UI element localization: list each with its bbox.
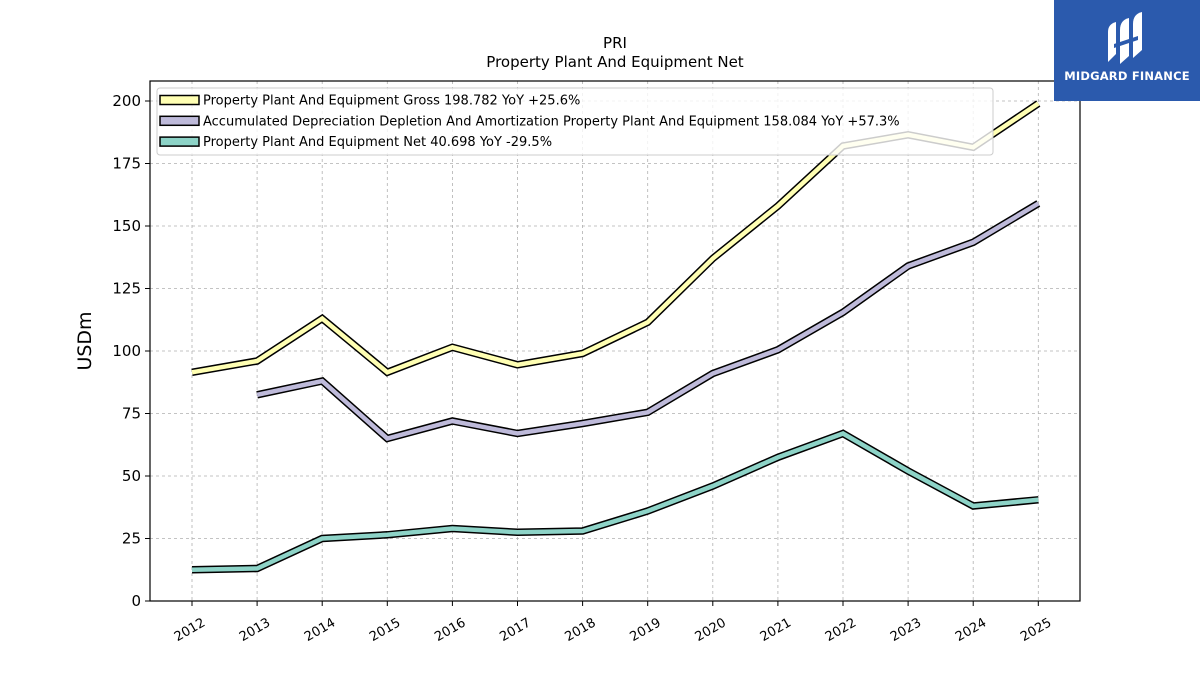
series-line — [256, 201, 1040, 441]
legend-box — [156, 87, 994, 156]
legend-swatch — [159, 136, 200, 147]
x-tick-label: 2025 — [1018, 615, 1054, 645]
legend-swatch — [159, 94, 200, 106]
x-tick-label: 2024 — [953, 615, 989, 645]
y-tick-label: 200 — [112, 92, 141, 110]
x-tick-label: 2020 — [693, 615, 729, 645]
x-tick-label: 2023 — [888, 615, 924, 645]
legend: Property Plant And Equipment Gross 198.7… — [156, 87, 994, 156]
legend-label: Accumulated Depreciation Depletion And A… — [203, 114, 900, 129]
series-line-outline — [191, 429, 1039, 574]
y-tick-label: 25 — [122, 530, 141, 548]
y-tick-label: 0 — [131, 592, 141, 610]
legend-label: Property Plant And Equipment Net 40.698 … — [203, 135, 552, 150]
axes: 0 25 50 75 100 125 150 175 200 2012 2013 2014 2015 20… — [112, 92, 1054, 645]
chart-subtitle: Property Plant And Equipment Net — [486, 53, 743, 71]
x-tick-label: 2019 — [628, 615, 664, 645]
y-axis-label: USDm — [74, 311, 96, 370]
y-tick-label: 75 — [122, 405, 141, 423]
chart-title: PRI — [603, 34, 627, 52]
legend-swatch — [159, 115, 200, 127]
legend-label: Property Plant And Equipment Gross 198.7… — [203, 94, 580, 109]
x-tick-label: 2017 — [497, 615, 533, 645]
plot-area-frame — [149, 80, 1081, 602]
y-tick-label: 175 — [112, 155, 141, 173]
x-tick-label: 2013 — [237, 615, 273, 645]
y-tick-label: 150 — [112, 217, 141, 235]
series-line — [191, 431, 1039, 573]
x-tick-label: 2018 — [562, 615, 598, 645]
brand-logo-icon — [1108, 12, 1142, 64]
series-lines — [191, 100, 1041, 574]
y-tick-label: 50 — [122, 467, 141, 485]
x-tick-label: 2014 — [302, 615, 338, 645]
y-tick-label: 125 — [112, 280, 141, 298]
x-tick-label: 2012 — [172, 615, 208, 645]
x-tick-label: 2022 — [823, 615, 859, 645]
brand-logo: MIDGARD FINANCE — [1054, 0, 1200, 101]
brand-name: MIDGARD FINANCE — [1064, 69, 1190, 83]
y-tick-label: 100 — [112, 342, 141, 360]
x-tick-label: 2015 — [367, 615, 403, 645]
x-tick-label: 2016 — [432, 615, 468, 645]
x-tick-label: 2021 — [758, 615, 794, 645]
